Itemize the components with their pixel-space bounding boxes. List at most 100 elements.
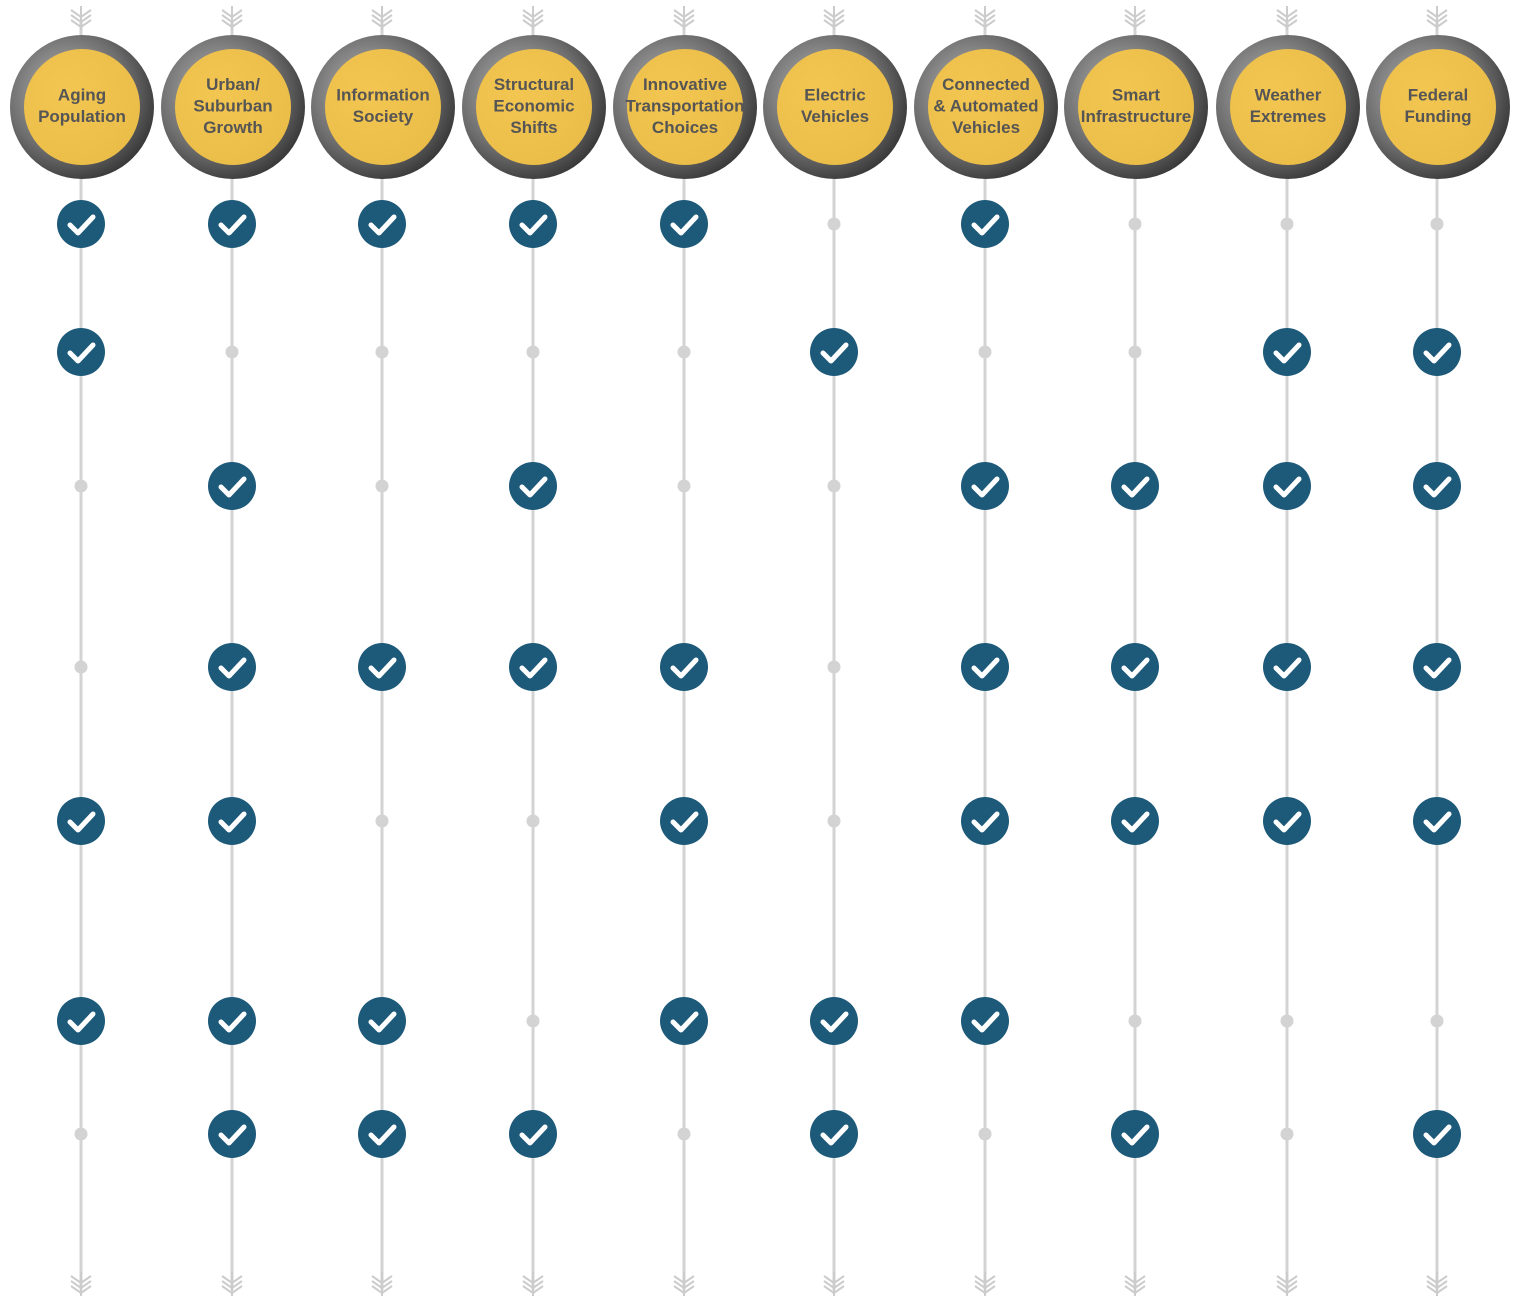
empty-dot bbox=[75, 480, 88, 493]
check-mark bbox=[358, 643, 406, 691]
column-label: Extremes bbox=[1250, 107, 1327, 126]
column-label: Electric bbox=[804, 86, 865, 105]
check-mark bbox=[961, 462, 1009, 510]
check-circle bbox=[57, 200, 105, 248]
check-circle bbox=[961, 643, 1009, 691]
check-circle bbox=[358, 200, 406, 248]
check-circle bbox=[1413, 462, 1461, 510]
check-circle bbox=[1111, 1110, 1159, 1158]
empty-dot bbox=[226, 346, 239, 359]
check-circle bbox=[1111, 643, 1159, 691]
check-mark bbox=[1413, 462, 1461, 510]
check-mark bbox=[660, 200, 708, 248]
check-circle bbox=[660, 797, 708, 845]
check-mark bbox=[660, 797, 708, 845]
empty-dot bbox=[527, 1015, 540, 1028]
empty-dot bbox=[75, 661, 88, 674]
column-label: Vehicles bbox=[801, 107, 869, 126]
check-circle bbox=[57, 797, 105, 845]
check-circle bbox=[208, 200, 256, 248]
empty-dot bbox=[1129, 346, 1142, 359]
empty-dot bbox=[1431, 218, 1444, 231]
column-label: Information bbox=[336, 86, 430, 105]
check-circle bbox=[509, 462, 557, 510]
check-mark bbox=[1263, 643, 1311, 691]
column-label: Choices bbox=[652, 118, 718, 137]
check-circle bbox=[660, 997, 708, 1045]
column-label: Infrastructure bbox=[1081, 107, 1192, 126]
check-mark bbox=[961, 200, 1009, 248]
column-label: Aging bbox=[58, 86, 106, 105]
column-label: Funding bbox=[1404, 107, 1471, 126]
check-circle bbox=[208, 462, 256, 510]
check-circle bbox=[1413, 1110, 1461, 1158]
page: AgingPopulationUrban/SuburbanGrowthInfor… bbox=[0, 0, 1515, 1300]
check-circle bbox=[961, 462, 1009, 510]
column-label: Structural bbox=[494, 75, 574, 94]
check-mark bbox=[208, 200, 256, 248]
check-mark bbox=[660, 997, 708, 1045]
empty-dot bbox=[979, 1128, 992, 1141]
check-mark bbox=[1413, 328, 1461, 376]
empty-dot bbox=[376, 346, 389, 359]
empty-dot bbox=[1431, 1015, 1444, 1028]
empty-dot bbox=[828, 815, 841, 828]
check-mark bbox=[961, 643, 1009, 691]
empty-dot bbox=[376, 480, 389, 493]
column-label: Shifts bbox=[510, 118, 557, 137]
check-circle bbox=[810, 997, 858, 1045]
matrix: AgingPopulationUrban/SuburbanGrowthInfor… bbox=[0, 0, 1515, 1300]
check-mark bbox=[1263, 328, 1311, 376]
empty-dot bbox=[678, 346, 691, 359]
check-mark bbox=[208, 997, 256, 1045]
empty-dot bbox=[828, 661, 841, 674]
empty-dot bbox=[1281, 1015, 1294, 1028]
column-label: Weather bbox=[1255, 86, 1322, 105]
check-circle bbox=[1263, 643, 1311, 691]
check-circle bbox=[509, 200, 557, 248]
check-mark bbox=[57, 328, 105, 376]
empty-dot bbox=[527, 815, 540, 828]
check-circle bbox=[1263, 797, 1311, 845]
check-mark bbox=[961, 997, 1009, 1045]
column-label: Connected bbox=[942, 75, 1030, 94]
column-label: Growth bbox=[203, 118, 263, 137]
check-mark bbox=[810, 328, 858, 376]
check-circle bbox=[1111, 462, 1159, 510]
check-circle bbox=[810, 328, 858, 376]
empty-dot bbox=[979, 346, 992, 359]
check-circle bbox=[509, 643, 557, 691]
check-circle bbox=[1413, 643, 1461, 691]
empty-dot bbox=[527, 346, 540, 359]
check-mark bbox=[358, 1110, 406, 1158]
column-label: Innovative bbox=[643, 75, 727, 94]
column-label: Federal bbox=[1408, 86, 1468, 105]
check-circle bbox=[208, 997, 256, 1045]
check-mark bbox=[1111, 797, 1159, 845]
check-mark bbox=[57, 797, 105, 845]
check-circle bbox=[208, 797, 256, 845]
check-circle bbox=[358, 643, 406, 691]
check-circle bbox=[660, 200, 708, 248]
empty-dot bbox=[678, 480, 691, 493]
column-label: Vehicles bbox=[952, 118, 1020, 137]
check-mark bbox=[1413, 797, 1461, 845]
check-circle bbox=[1413, 328, 1461, 376]
check-mark bbox=[509, 643, 557, 691]
column-label: Population bbox=[38, 107, 126, 126]
empty-dot bbox=[1281, 218, 1294, 231]
empty-dot bbox=[1129, 1015, 1142, 1028]
check-mark bbox=[1413, 643, 1461, 691]
empty-dot bbox=[75, 1128, 88, 1141]
check-mark bbox=[509, 200, 557, 248]
check-mark bbox=[57, 200, 105, 248]
check-mark bbox=[358, 200, 406, 248]
empty-dot bbox=[1281, 1128, 1294, 1141]
check-mark bbox=[1263, 797, 1311, 845]
check-circle bbox=[1413, 797, 1461, 845]
column-label: Smart bbox=[1112, 86, 1161, 105]
check-mark bbox=[660, 643, 708, 691]
check-mark bbox=[358, 997, 406, 1045]
check-mark bbox=[1263, 462, 1311, 510]
check-circle bbox=[57, 997, 105, 1045]
